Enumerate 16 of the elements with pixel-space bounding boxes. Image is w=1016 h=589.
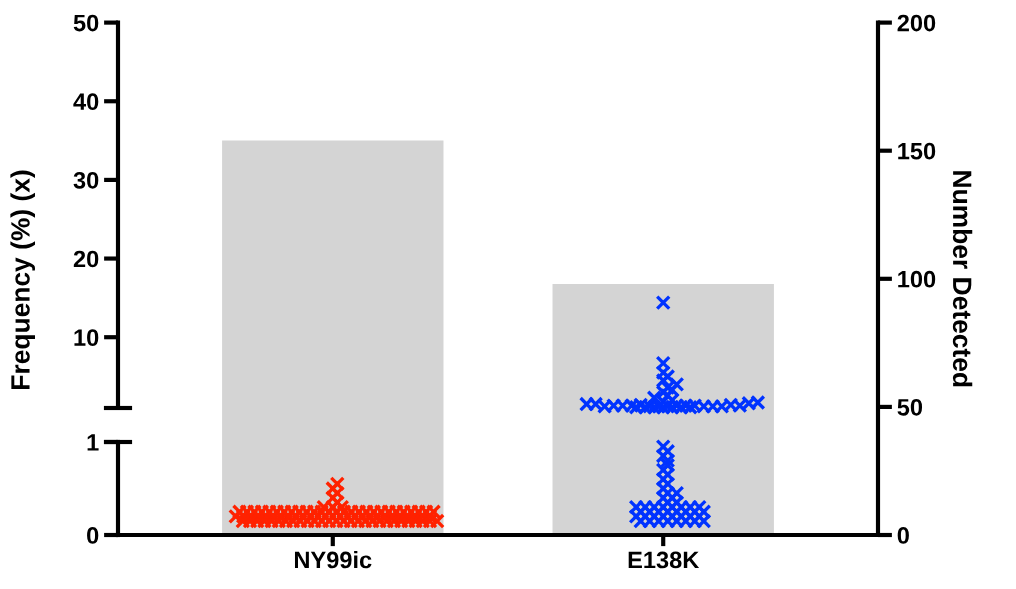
- y2-axis-title: Number Detected: [952, 171, 973, 387]
- y-tick-label: 20: [73, 250, 99, 268]
- x-tick-label: NY99ic: [294, 550, 372, 569]
- y2-tick-label: 100: [898, 270, 936, 288]
- y2-tick-label: 150: [898, 142, 936, 160]
- y-axis-title: Frequency (%) (x): [10, 170, 35, 389]
- y-tick-label: 10: [74, 329, 99, 346]
- y-tick-label: 40: [73, 93, 99, 111]
- y-tick-label: 50: [73, 14, 99, 32]
- y2-tick-label: 50: [897, 398, 923, 416]
- y-tick-label: 1: [87, 434, 99, 451]
- y-tick-label: 0: [87, 527, 99, 544]
- x-tick-label: E138K: [628, 551, 700, 569]
- y2-tick-label: 0: [897, 527, 909, 544]
- y-tick-label: 30: [73, 171, 99, 189]
- y2-tick-label: 200: [897, 14, 936, 32]
